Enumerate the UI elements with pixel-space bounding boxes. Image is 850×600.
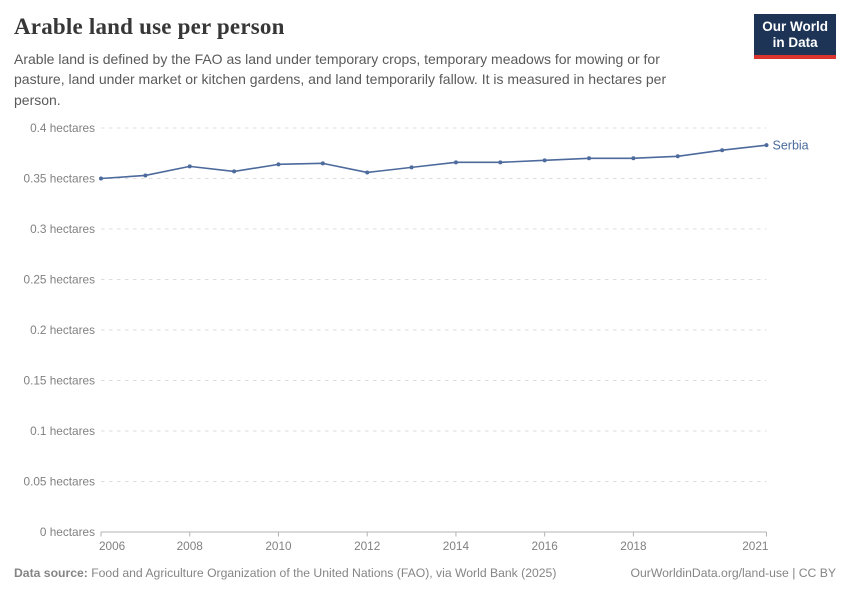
series-line-serbia[interactable] — [100, 144, 768, 180]
owid-logo-line1: Our World — [762, 19, 828, 34]
y-tick-label: 0.15 hectares — [24, 374, 96, 388]
data-point[interactable] — [542, 158, 547, 163]
owid-license-link[interactable]: OurWorldinData.org/land-use | CC BY — [630, 566, 836, 580]
data-source-text: Food and Agriculture Organization of the… — [87, 566, 557, 580]
data-point[interactable] — [764, 143, 769, 148]
data-point[interactable] — [587, 156, 592, 161]
x-tick-label: 2021 — [742, 539, 768, 553]
x-tick-label: 2006 — [99, 539, 126, 553]
data-point[interactable] — [631, 156, 636, 161]
data-point[interactable] — [675, 154, 680, 159]
y-tick-label: 0.35 hectares — [24, 172, 96, 186]
owid-logo[interactable]: Our World in Data — [754, 14, 836, 60]
x-tick-label: 2008 — [177, 539, 204, 553]
x-tick-label: 2010 — [265, 539, 292, 553]
data-point[interactable] — [498, 160, 503, 165]
data-point[interactable] — [320, 161, 325, 166]
x-tick-label: 2016 — [532, 539, 559, 553]
y-tick-label: 0.05 hectares — [24, 475, 96, 489]
x-tick-label: 2018 — [620, 539, 647, 553]
data-point[interactable] — [232, 169, 237, 174]
x-tick-label: 2012 — [354, 539, 380, 553]
y-tick-label: 0.1 hectares — [30, 424, 95, 438]
owid-logo-line2: in Data — [772, 35, 818, 51]
data-point[interactable] — [99, 176, 103, 181]
y-tick-label: 0 hectares — [40, 525, 95, 539]
data-point[interactable] — [276, 162, 281, 167]
data-source: Data source: Food and Agriculture Organi… — [14, 566, 556, 580]
chart-footer: Data source: Food and Agriculture Organi… — [14, 566, 836, 580]
data-point[interactable] — [365, 170, 370, 175]
chart-header: Arable land use per person Arable land i… — [14, 14, 836, 110]
y-tick-label: 0.4 hectares — [30, 121, 95, 135]
data-source-label: Data source: — [14, 566, 88, 580]
y-tick-label: 0.3 hectares — [30, 222, 95, 236]
chart-subtitle: Arable land is defined by the FAO as lan… — [14, 51, 667, 108]
line-chart[interactable]: 0 hectares 0.05 hectares 0.1 hectares 0.15 … — [0, 112, 850, 582]
y-tick-label: 0.25 hectares — [24, 273, 96, 287]
chart-title: Arable land use per person — [14, 14, 285, 39]
data-point[interactable] — [453, 160, 458, 165]
data-point[interactable] — [720, 148, 725, 153]
data-point[interactable] — [187, 164, 192, 169]
y-tick-label: 0.2 hectares — [30, 323, 95, 337]
x-tick-label: 2014 — [443, 539, 470, 553]
data-point[interactable] — [409, 165, 414, 170]
series-label-serbia[interactable]: Serbia — [773, 139, 809, 153]
data-point[interactable] — [143, 173, 148, 178]
